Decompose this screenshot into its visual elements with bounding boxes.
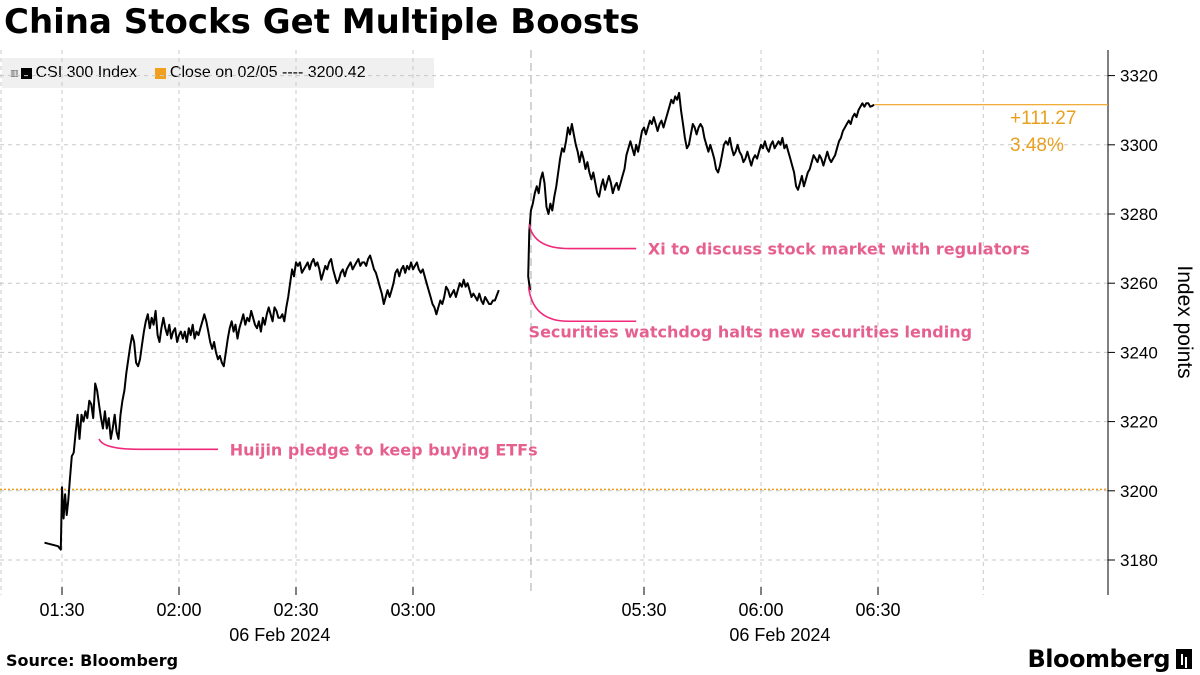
y-tick-label: 3220 — [1120, 413, 1158, 432]
x-tick-label: 02:30 — [273, 600, 318, 620]
source-note: Source: Bloomberg — [6, 651, 179, 670]
x-date-label: 06 Feb 2024 — [729, 625, 830, 645]
y-axis-title: Index points — [1173, 265, 1196, 378]
y-tick-label: 3200 — [1120, 482, 1158, 501]
x-date-label: 06 Feb 2024 — [229, 625, 330, 645]
annotation-label-3: Securities watchdog halts new securities… — [529, 323, 973, 342]
y-tick-label: 3240 — [1120, 343, 1158, 362]
y-tick-label: 3300 — [1120, 136, 1158, 155]
legend-label-csi300: CSI 300 Index — [35, 64, 137, 81]
series-line-csi300-session-1 — [44, 254, 500, 551]
legend-swatch-reference — [154, 67, 166, 79]
x-tick-label: 06:00 — [738, 600, 783, 620]
legend-toggle-icon: ▥ — [10, 67, 19, 78]
x-tick-label: 01:30 — [39, 600, 84, 620]
annotation-connector-2 — [528, 224, 637, 250]
x-tick-label: 06:30 — [855, 600, 900, 620]
brand-name: Bloomberg — [1027, 645, 1171, 673]
legend-swatch-csi300 — [20, 67, 32, 79]
y-tick-label: 3320 — [1120, 67, 1158, 86]
y-tick-label: 3180 — [1120, 551, 1158, 570]
annotation-label-2: Xi to discuss stock market with regulato… — [648, 240, 1030, 259]
x-tick-label: 02:00 — [156, 600, 201, 620]
series-line-csi300-session-2 — [527, 91, 875, 291]
brand-logo: Bloomberg — [1028, 645, 1192, 673]
chart-icon — [1176, 649, 1192, 669]
legend-label-reference: Close on 02/05 ---- 3200.42 — [169, 64, 366, 81]
legend: ▥ CSI 300 Index Close on 02/05 ---- 3200… — [2, 58, 434, 88]
annotation-connector-3 — [527, 286, 637, 323]
legend-item-reference[interactable]: Close on 02/05 ---- 3200.42 — [154, 64, 366, 82]
annotation-label-1: Huijin pledge to keep buying ETFs — [230, 440, 538, 459]
legend-item-csi300[interactable]: ▥ CSI 300 Index — [10, 64, 137, 82]
change-percent-label: 3.48% — [1010, 135, 1064, 156]
x-tick-label: 05:30 — [621, 600, 666, 620]
change-points-label: +111.27 — [1010, 108, 1076, 129]
y-tick-label: 3280 — [1120, 205, 1158, 224]
annotation-connector-1 — [98, 438, 218, 451]
chart-title: China Stocks Get Multiple Boosts — [4, 2, 640, 42]
x-tick-label: 03:00 — [390, 600, 435, 620]
y-tick-label: 3260 — [1120, 274, 1158, 293]
